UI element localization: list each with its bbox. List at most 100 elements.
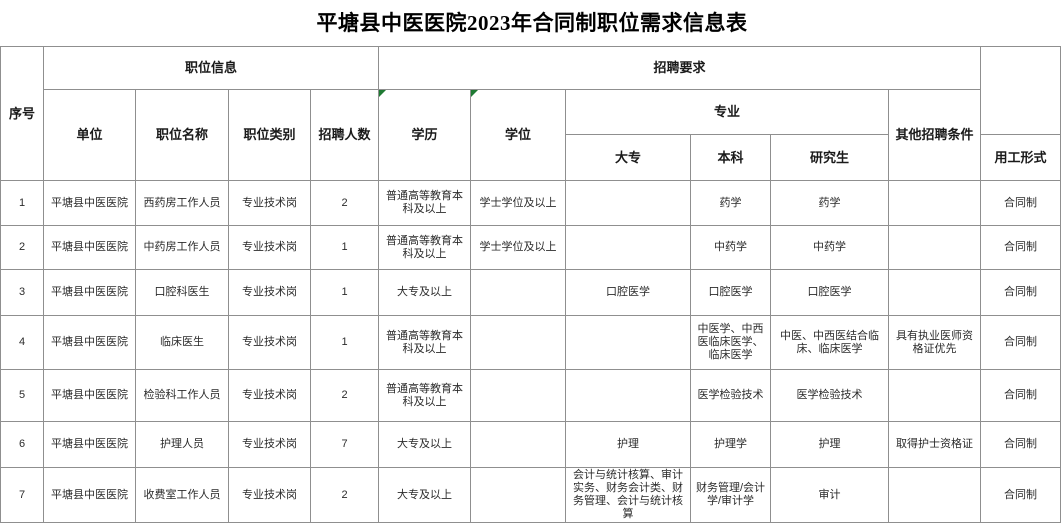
cell-other-conditions [888,225,982,270]
cell-major-graduate: 药学 [770,180,890,226]
cell-other-conditions [888,467,982,523]
cell-degree [470,467,567,523]
col-header-unit: 单位 [43,89,136,181]
cell-other-conditions [888,180,982,226]
cell-seq: 6 [0,421,44,468]
table-row: 2 平塘县中医医院 中药房工作人员 专业技术岗 1 普通高等教育本科及以上 学士… [0,225,1062,270]
cell-other-conditions [888,369,982,422]
cell-seq: 5 [0,369,44,422]
cell-degree [470,315,567,370]
cell-headcount: 1 [309,269,380,316]
cell-major-graduate: 审计 [770,467,890,523]
header-row-major: 单位 职位名称 职位类别 招聘人数 学历 学位 专业 其他招聘条件 [1,89,1061,181]
cell-education: 大专及以上 [378,269,472,316]
cell-position-name: 护理人员 [135,421,229,468]
col-header-position-type: 职位类别 [228,89,311,181]
cell-major-college [565,369,692,422]
cell-position-type: 专业技术岗 [228,180,311,226]
cell-employment-form: 合同制 [980,421,1062,468]
cell-major-bachelor: 药学 [690,180,772,226]
table-row: 6 平塘县中医医院 护理人员 专业技术岗 7 大专及以上 护理 护理学 护理 取… [0,421,1062,468]
cell-major-bachelor: 医学检验技术 [690,369,772,422]
col-header-major-college: 大专 [565,134,692,181]
table-row: 4 平塘县中医医院 临床医生 专业技术岗 1 普通高等教育本科及以上 中医学、中… [0,315,1062,370]
cell-major-bachelor: 中医学、中西医临床医学、临床医学 [690,315,772,370]
col-header-recruit-requirements: 招聘要求 [378,46,982,90]
col-header-employment-form-spacer [980,46,1062,135]
cell-position-type: 专业技术岗 [228,369,311,422]
cell-unit: 平塘县中医医院 [43,467,136,523]
cell-major-graduate: 医学检验技术 [770,369,890,422]
col-header-employment-form: 用工形式 [980,134,1062,181]
cell-major-college [565,180,692,226]
cell-major-graduate: 中医、中西医结合临床、临床医学 [770,315,890,370]
cell-seq: 4 [0,315,44,370]
cell-position-name: 中药房工作人员 [135,225,229,270]
cell-headcount: 2 [309,467,380,523]
col-header-major-graduate: 研究生 [770,134,890,181]
cell-unit: 平塘县中医医院 [43,269,136,316]
cell-position-name: 临床医生 [135,315,229,370]
cell-position-type: 专业技术岗 [228,421,311,468]
table-row: 5 平塘县中医医院 检验科工作人员 专业技术岗 2 普通高等教育本科及以上 医学… [0,369,1062,422]
col-header-other-conditions: 其他招聘条件 [888,89,982,181]
cell-education: 普通高等教育本科及以上 [378,315,472,370]
cell-degree: 学士学位及以上 [470,180,567,226]
cell-unit: 平塘县中医医院 [43,180,136,226]
cell-major-bachelor: 护理学 [690,421,772,468]
cell-position-name: 西药房工作人员 [135,180,229,226]
header-row-major-levels: 大专 本科 研究生 用工形式 [1,134,1062,181]
cell-major-bachelor: 中药学 [690,225,772,270]
cell-position-type: 专业技术岗 [228,269,311,316]
cell-major-bachelor: 口腔医学 [690,269,772,316]
cell-employment-form: 合同制 [980,269,1062,316]
header-row-group: 序号 职位信息 招聘要求 [0,46,1062,181]
cell-employment-form: 合同制 [980,180,1062,226]
col-header-seq: 序号 [0,46,44,181]
cell-unit: 平塘县中医医院 [43,369,136,422]
cell-education: 大专及以上 [378,467,472,523]
cell-employment-form: 合同制 [980,225,1062,270]
cell-education: 普通高等教育本科及以上 [378,369,472,422]
col-header-major-bachelor: 本科 [690,134,772,181]
cell-headcount: 1 [309,225,380,270]
cell-unit: 平塘县中医医院 [43,315,136,370]
cell-major-graduate: 护理 [770,421,890,468]
cell-position-type: 专业技术岗 [228,315,311,370]
cell-employment-form: 合同制 [980,315,1062,370]
col-header-position-name: 职位名称 [135,89,229,181]
cell-position-type: 专业技术岗 [228,467,311,523]
cell-degree [470,421,567,468]
col-header-education: 学历 [378,89,472,181]
page-title: 平塘县中医医院2023年合同制职位需求信息表 [316,11,748,35]
cell-major-college: 口腔医学 [565,269,692,316]
cell-major-graduate: 口腔医学 [770,269,890,316]
col-header-headcount: 招聘人数 [309,89,380,181]
cell-position-name: 口腔科医生 [135,269,229,316]
cell-position-type: 专业技术岗 [228,225,311,270]
cell-major-college [565,315,692,370]
cell-degree [470,269,567,316]
cell-headcount: 2 [309,180,380,226]
col-header-degree: 学位 [470,89,567,181]
col-header-position-info: 职位信息 [42,46,380,90]
table-row: 1 平塘县中医医院 西药房工作人员 专业技术岗 2 普通高等教育本科及以上 学士… [0,180,1062,226]
cell-seq: 3 [0,269,44,316]
cell-education: 普通高等教育本科及以上 [378,225,472,270]
cell-major-graduate: 中药学 [770,225,890,270]
cell-major-college: 会计与统计核算、审计实务、财务会计类、财务管理、会计与统计核算 [565,467,692,523]
cell-seq: 1 [0,180,44,226]
table-row: 7 平塘县中医医院 收费室工作人员 专业技术岗 2 大专及以上 会计与统计核算、… [0,467,1062,523]
cell-seq: 7 [0,467,44,523]
cell-other-conditions: 取得护士资格证 [888,421,982,468]
cell-unit: 平塘县中医医院 [43,225,136,270]
cell-major-bachelor: 财务管理/会计学/审计学 [690,467,772,523]
cell-employment-form: 合同制 [980,369,1062,422]
table-row: 3 平塘县中医医院 口腔科医生 专业技术岗 1 大专及以上 口腔医学 口腔医学 … [0,269,1062,316]
cell-position-name: 检验科工作人员 [135,369,229,422]
cell-education: 普通高等教育本科及以上 [378,180,472,226]
cell-position-name: 收费室工作人员 [135,467,229,523]
job-requirements-table: 序号 职位信息 招聘要求 单位 职位名称 职位类别 招聘人数 学历 学位 专业 … [0,46,1062,523]
cell-headcount: 1 [309,315,380,370]
cell-seq: 2 [0,225,44,270]
